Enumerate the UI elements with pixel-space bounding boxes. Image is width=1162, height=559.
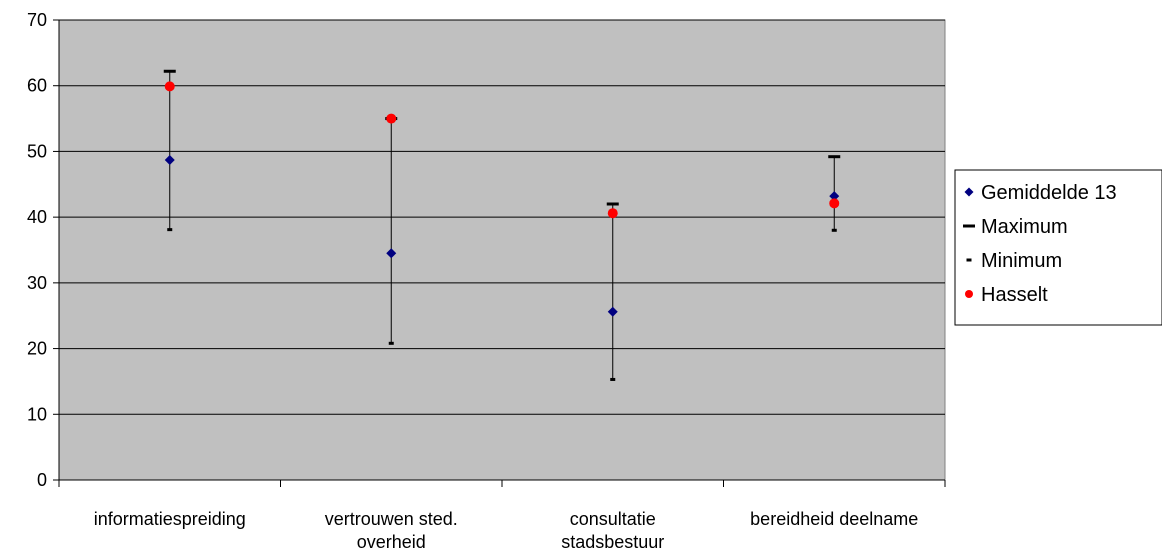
data-point [386, 113, 397, 124]
data-point [606, 202, 619, 206]
legend-label: Gemiddelde 13 [981, 182, 1117, 204]
legend: Gemiddelde 13 Maximum Minimum Hasselt [954, 169, 1162, 326]
y-tick-label: 0 [37, 470, 47, 490]
data-point [610, 377, 616, 381]
data-point [386, 248, 397, 259]
y-tick-label: 40 [27, 207, 47, 227]
data-point [163, 69, 176, 73]
data-point [607, 306, 618, 317]
data-point [831, 228, 837, 232]
legend-label: Hasselt [981, 284, 1048, 306]
data-point [607, 208, 618, 219]
data-point [167, 228, 173, 232]
data-point [828, 155, 841, 159]
plot-background [58, 19, 946, 481]
data-point [388, 341, 394, 345]
legend-box [954, 169, 1162, 326]
y-tick-label: 50 [27, 141, 47, 161]
x-category-label: consultatie stadsbestuur [561, 509, 664, 552]
x-category-label: vertrouwen sted. overheid [325, 509, 458, 552]
y-tick-label: 60 [27, 76, 47, 96]
legend-marker [966, 258, 972, 262]
legend-marker [963, 224, 975, 228]
legend-label: Minimum [981, 250, 1062, 272]
legend-label: Maximum [981, 216, 1068, 238]
y-tick-label: 20 [27, 339, 47, 359]
legend-marker [965, 290, 973, 298]
data-point [829, 191, 840, 202]
y-tick-label: 30 [27, 273, 47, 293]
data-point [164, 154, 175, 165]
x-category-label: bereidheid deelname [750, 509, 918, 529]
axes-group: 0 10 20 30 40 50 60 70 informatiespreiding vertro… [27, 10, 946, 552]
y-tick-label: 10 [27, 404, 47, 424]
legend-marker [964, 187, 974, 197]
data-group [163, 69, 841, 381]
data-point [829, 198, 840, 209]
y-tick-label: 70 [27, 10, 47, 30]
data-point [164, 81, 175, 92]
plot-area-group [58, 19, 946, 481]
gridlines-group [59, 19, 945, 415]
x-category-label: informatiespreiding [94, 509, 246, 529]
